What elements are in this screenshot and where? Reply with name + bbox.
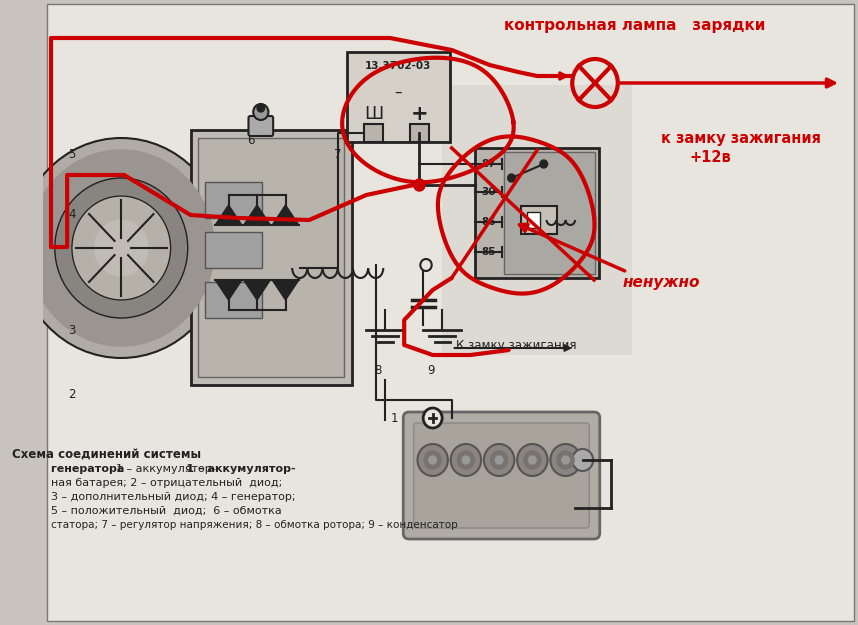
FancyBboxPatch shape	[205, 232, 262, 268]
FancyBboxPatch shape	[403, 412, 600, 539]
FancyBboxPatch shape	[504, 152, 595, 274]
Text: ная батарея; 2 – отрицательный  диод;: ная батарея; 2 – отрицательный диод;	[51, 478, 282, 488]
FancyBboxPatch shape	[442, 85, 632, 355]
Circle shape	[253, 104, 269, 120]
Text: 86: 86	[481, 217, 496, 227]
Text: 1: 1	[391, 411, 398, 424]
Text: 2: 2	[68, 389, 76, 401]
FancyBboxPatch shape	[475, 148, 599, 278]
FancyBboxPatch shape	[527, 212, 540, 228]
Text: 1 – аккумулятор-: 1 – аккумулятор-	[116, 464, 215, 474]
Circle shape	[28, 150, 214, 346]
FancyBboxPatch shape	[205, 282, 262, 318]
FancyBboxPatch shape	[198, 138, 344, 377]
Circle shape	[562, 456, 570, 464]
Polygon shape	[272, 280, 299, 300]
Circle shape	[55, 178, 188, 318]
Circle shape	[540, 160, 547, 168]
Text: 8: 8	[374, 364, 381, 376]
FancyBboxPatch shape	[365, 124, 384, 142]
Text: –: –	[395, 84, 402, 99]
Polygon shape	[215, 280, 242, 300]
Text: генератора                1 – аккумулятор-: генератора 1 – аккумулятор-	[51, 464, 296, 474]
Circle shape	[94, 220, 148, 276]
Text: 9: 9	[427, 364, 434, 376]
Text: ненужно: ненужно	[623, 274, 700, 289]
Polygon shape	[244, 205, 270, 225]
Text: +12в: +12в	[689, 151, 731, 166]
Text: к замку зажигания: к замку зажигания	[661, 131, 820, 146]
Text: +: +	[411, 104, 428, 124]
Text: контрольная лампа   зарядки: контрольная лампа зарядки	[505, 18, 765, 33]
Polygon shape	[215, 205, 242, 225]
Circle shape	[72, 196, 171, 300]
FancyBboxPatch shape	[249, 116, 273, 136]
Circle shape	[495, 456, 503, 464]
Circle shape	[414, 179, 425, 191]
Circle shape	[423, 408, 442, 428]
Circle shape	[491, 451, 508, 469]
Text: 30: 30	[481, 187, 496, 197]
FancyBboxPatch shape	[521, 206, 557, 234]
Circle shape	[508, 174, 516, 182]
Circle shape	[418, 444, 448, 476]
FancyBboxPatch shape	[414, 423, 589, 528]
Text: 85: 85	[481, 247, 496, 257]
Circle shape	[450, 444, 481, 476]
Circle shape	[572, 449, 593, 471]
Circle shape	[517, 444, 547, 476]
Circle shape	[420, 259, 432, 271]
Circle shape	[429, 456, 437, 464]
Circle shape	[550, 444, 581, 476]
Text: 4: 4	[68, 209, 76, 221]
Circle shape	[414, 179, 425, 191]
Text: Ш: Ш	[364, 105, 384, 123]
FancyBboxPatch shape	[47, 4, 855, 621]
Text: статора; 7 – регулятор напряжения; 8 – обмотка ротора; 9 – конденсатор: статора; 7 – регулятор напряжения; 8 – о…	[51, 520, 458, 530]
FancyBboxPatch shape	[190, 130, 352, 385]
FancyBboxPatch shape	[347, 52, 450, 142]
FancyBboxPatch shape	[205, 182, 262, 218]
Circle shape	[557, 451, 574, 469]
Text: 3: 3	[68, 324, 76, 336]
Polygon shape	[244, 280, 270, 300]
Circle shape	[257, 104, 264, 112]
Text: Схема соединений системы: Схема соединений системы	[11, 448, 201, 461]
FancyBboxPatch shape	[410, 124, 429, 142]
Circle shape	[424, 451, 441, 469]
Text: К замку зажигания: К замку зажигания	[456, 339, 577, 351]
Text: 5 – положительный  диод;  6 – обмотка: 5 – положительный диод; 6 – обмотка	[51, 506, 281, 516]
Polygon shape	[272, 205, 299, 225]
Circle shape	[529, 456, 536, 464]
Text: 7: 7	[334, 149, 341, 161]
Circle shape	[524, 451, 541, 469]
Circle shape	[17, 138, 226, 358]
Text: 87: 87	[481, 159, 496, 169]
Circle shape	[457, 451, 474, 469]
Text: 13.3702-03: 13.3702-03	[366, 61, 432, 71]
Circle shape	[462, 456, 469, 464]
Text: 3 – дополнительный диод; 4 – генератор;: 3 – дополнительный диод; 4 – генератор;	[51, 492, 295, 502]
Text: 6: 6	[246, 134, 254, 146]
Circle shape	[484, 444, 514, 476]
Text: 5: 5	[68, 149, 76, 161]
